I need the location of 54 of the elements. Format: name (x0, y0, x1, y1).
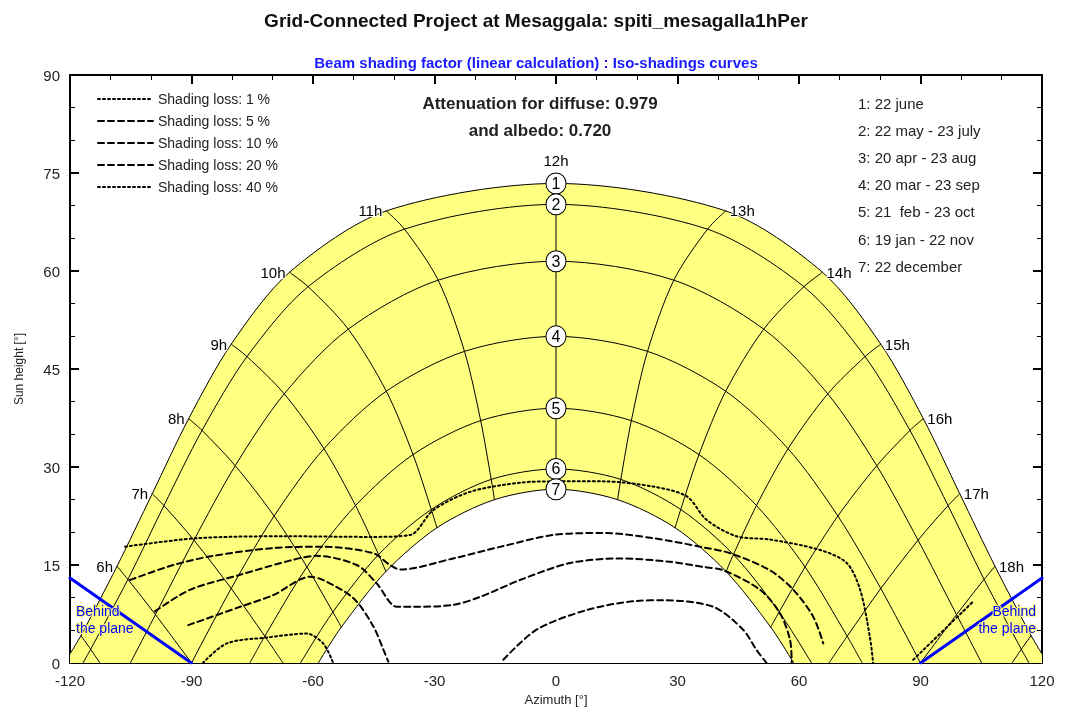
series-label: 2 (551, 195, 561, 213)
series-label: 11h (358, 202, 383, 220)
chart-title: Grid-Connected Project at Mesaggala: spiti_mesagalla1hPer (264, 10, 809, 31)
series-label: 17h (963, 485, 989, 503)
series-label: 12h (543, 152, 569, 170)
y-tick-label: 60 (43, 262, 60, 280)
annotation: 4: 20 mar - 23 sep (858, 176, 980, 194)
series-label: 7 (551, 480, 561, 498)
annotation: 5: 21 feb - 23 oct (858, 203, 976, 221)
chart-subtitle: Beam shading factor (linear calculation) : Iso-shadings curves (314, 54, 758, 71)
annotation: 6: 19 jan - 22 nov (858, 230, 975, 248)
legend-label: Shading loss: 20 % (158, 157, 278, 173)
x-tick-label: 60 (790, 672, 808, 689)
series-label: 16h (927, 410, 953, 428)
annotation: 7: 22 december (858, 257, 963, 275)
series-label: 5 (551, 399, 561, 417)
legend-label: Shading loss: 40 % (158, 179, 278, 195)
series-label: 15h (884, 335, 910, 353)
x-tick-label: 0 (551, 672, 561, 689)
x-tick-label: -30 (423, 672, 446, 689)
series-label: 1 (551, 174, 561, 192)
annotation: 1: 22 june (858, 94, 924, 112)
annotation: 2: 22 may - 23 july (858, 121, 982, 139)
series-label: 13h (729, 202, 755, 220)
annotation: and albedo: 0.720 (468, 120, 612, 140)
y-axis-title: Sun height [°] (12, 332, 26, 406)
y-tick-label: 90 (43, 66, 60, 84)
legend-label: Shading loss: 5 % (158, 113, 271, 129)
y-tick-label: 15 (43, 556, 60, 574)
annotation: Attenuation for diffuse: 0.979 (422, 93, 658, 113)
x-axis-title: Azimuth [°] (524, 692, 588, 707)
series-label: 7h (131, 485, 149, 503)
series-label: 4 (551, 327, 561, 345)
y-tick-label: 75 (43, 164, 60, 182)
series-label: 8h (167, 410, 185, 428)
annotation: 3: 20 apr - 23 aug (858, 148, 977, 166)
legend-label: Shading loss: 10 % (158, 135, 278, 151)
x-tick-label: -60 (302, 672, 324, 689)
series-label: 3 (551, 252, 561, 270)
series-label: 6h (96, 557, 113, 575)
y-tick-label: 30 (43, 458, 60, 476)
series-label: 18h (999, 557, 1025, 575)
y-tick-label: 45 (43, 360, 60, 378)
x-tick-label: 30 (669, 672, 686, 689)
x-tick-label: 120 (1029, 672, 1055, 689)
y-tick-label: 0 (51, 654, 60, 672)
x-tick-label: -90 (180, 672, 203, 689)
series-label: 14h (826, 263, 852, 281)
x-tick-label: 90 (912, 672, 929, 689)
series-label: 10h (260, 263, 286, 281)
x-tick-label: -120 (54, 672, 86, 689)
series-label: 6 (551, 460, 561, 478)
legend-label: Shading loss: 1 % (158, 91, 271, 107)
series-label: 9h (210, 335, 228, 353)
